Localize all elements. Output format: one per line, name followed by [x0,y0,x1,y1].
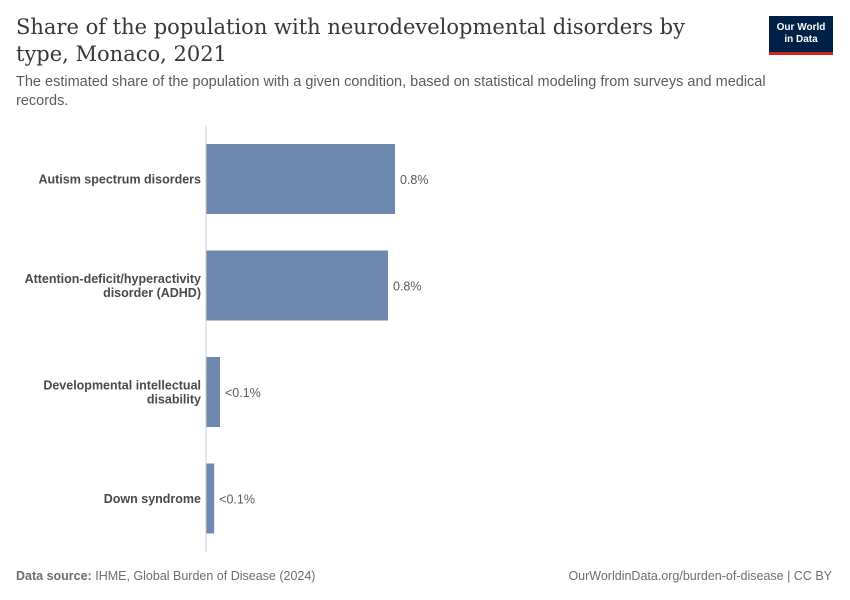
bar-3 [206,464,214,534]
data-source-label: Data source: [16,569,92,583]
value-label-0: 0.8% [400,173,429,187]
category-label-1-1: disorder (ADHD) [103,286,201,300]
bar-2 [206,357,220,427]
value-label-2: <0.1% [225,386,261,400]
category-label-0-0: Autism spectrum disorders [38,173,201,187]
footer-link[interactable]: OurWorldinData.org/burden-of-disease | C… [568,569,832,583]
bar-0 [206,144,395,214]
value-label-3: <0.1% [219,493,255,507]
category-label-2-0: Developmental intellectual [43,379,201,393]
category-label-2-1: disability [147,393,201,407]
data-source: Data source: IHME, Global Burden of Dise… [16,569,315,583]
bar-chart: 0.8% Autism spectrum disorders 0.8% Attenti… [0,0,850,560]
bar-1 [206,251,388,321]
value-label-1: 0.8% [393,280,422,294]
data-source-text: IHME, Global Burden of Disease (2024) [95,569,315,583]
category-label-1-0: Attention-deficit/hyperactivity [25,272,201,286]
category-label-3-0: Down syndrome [104,492,201,506]
